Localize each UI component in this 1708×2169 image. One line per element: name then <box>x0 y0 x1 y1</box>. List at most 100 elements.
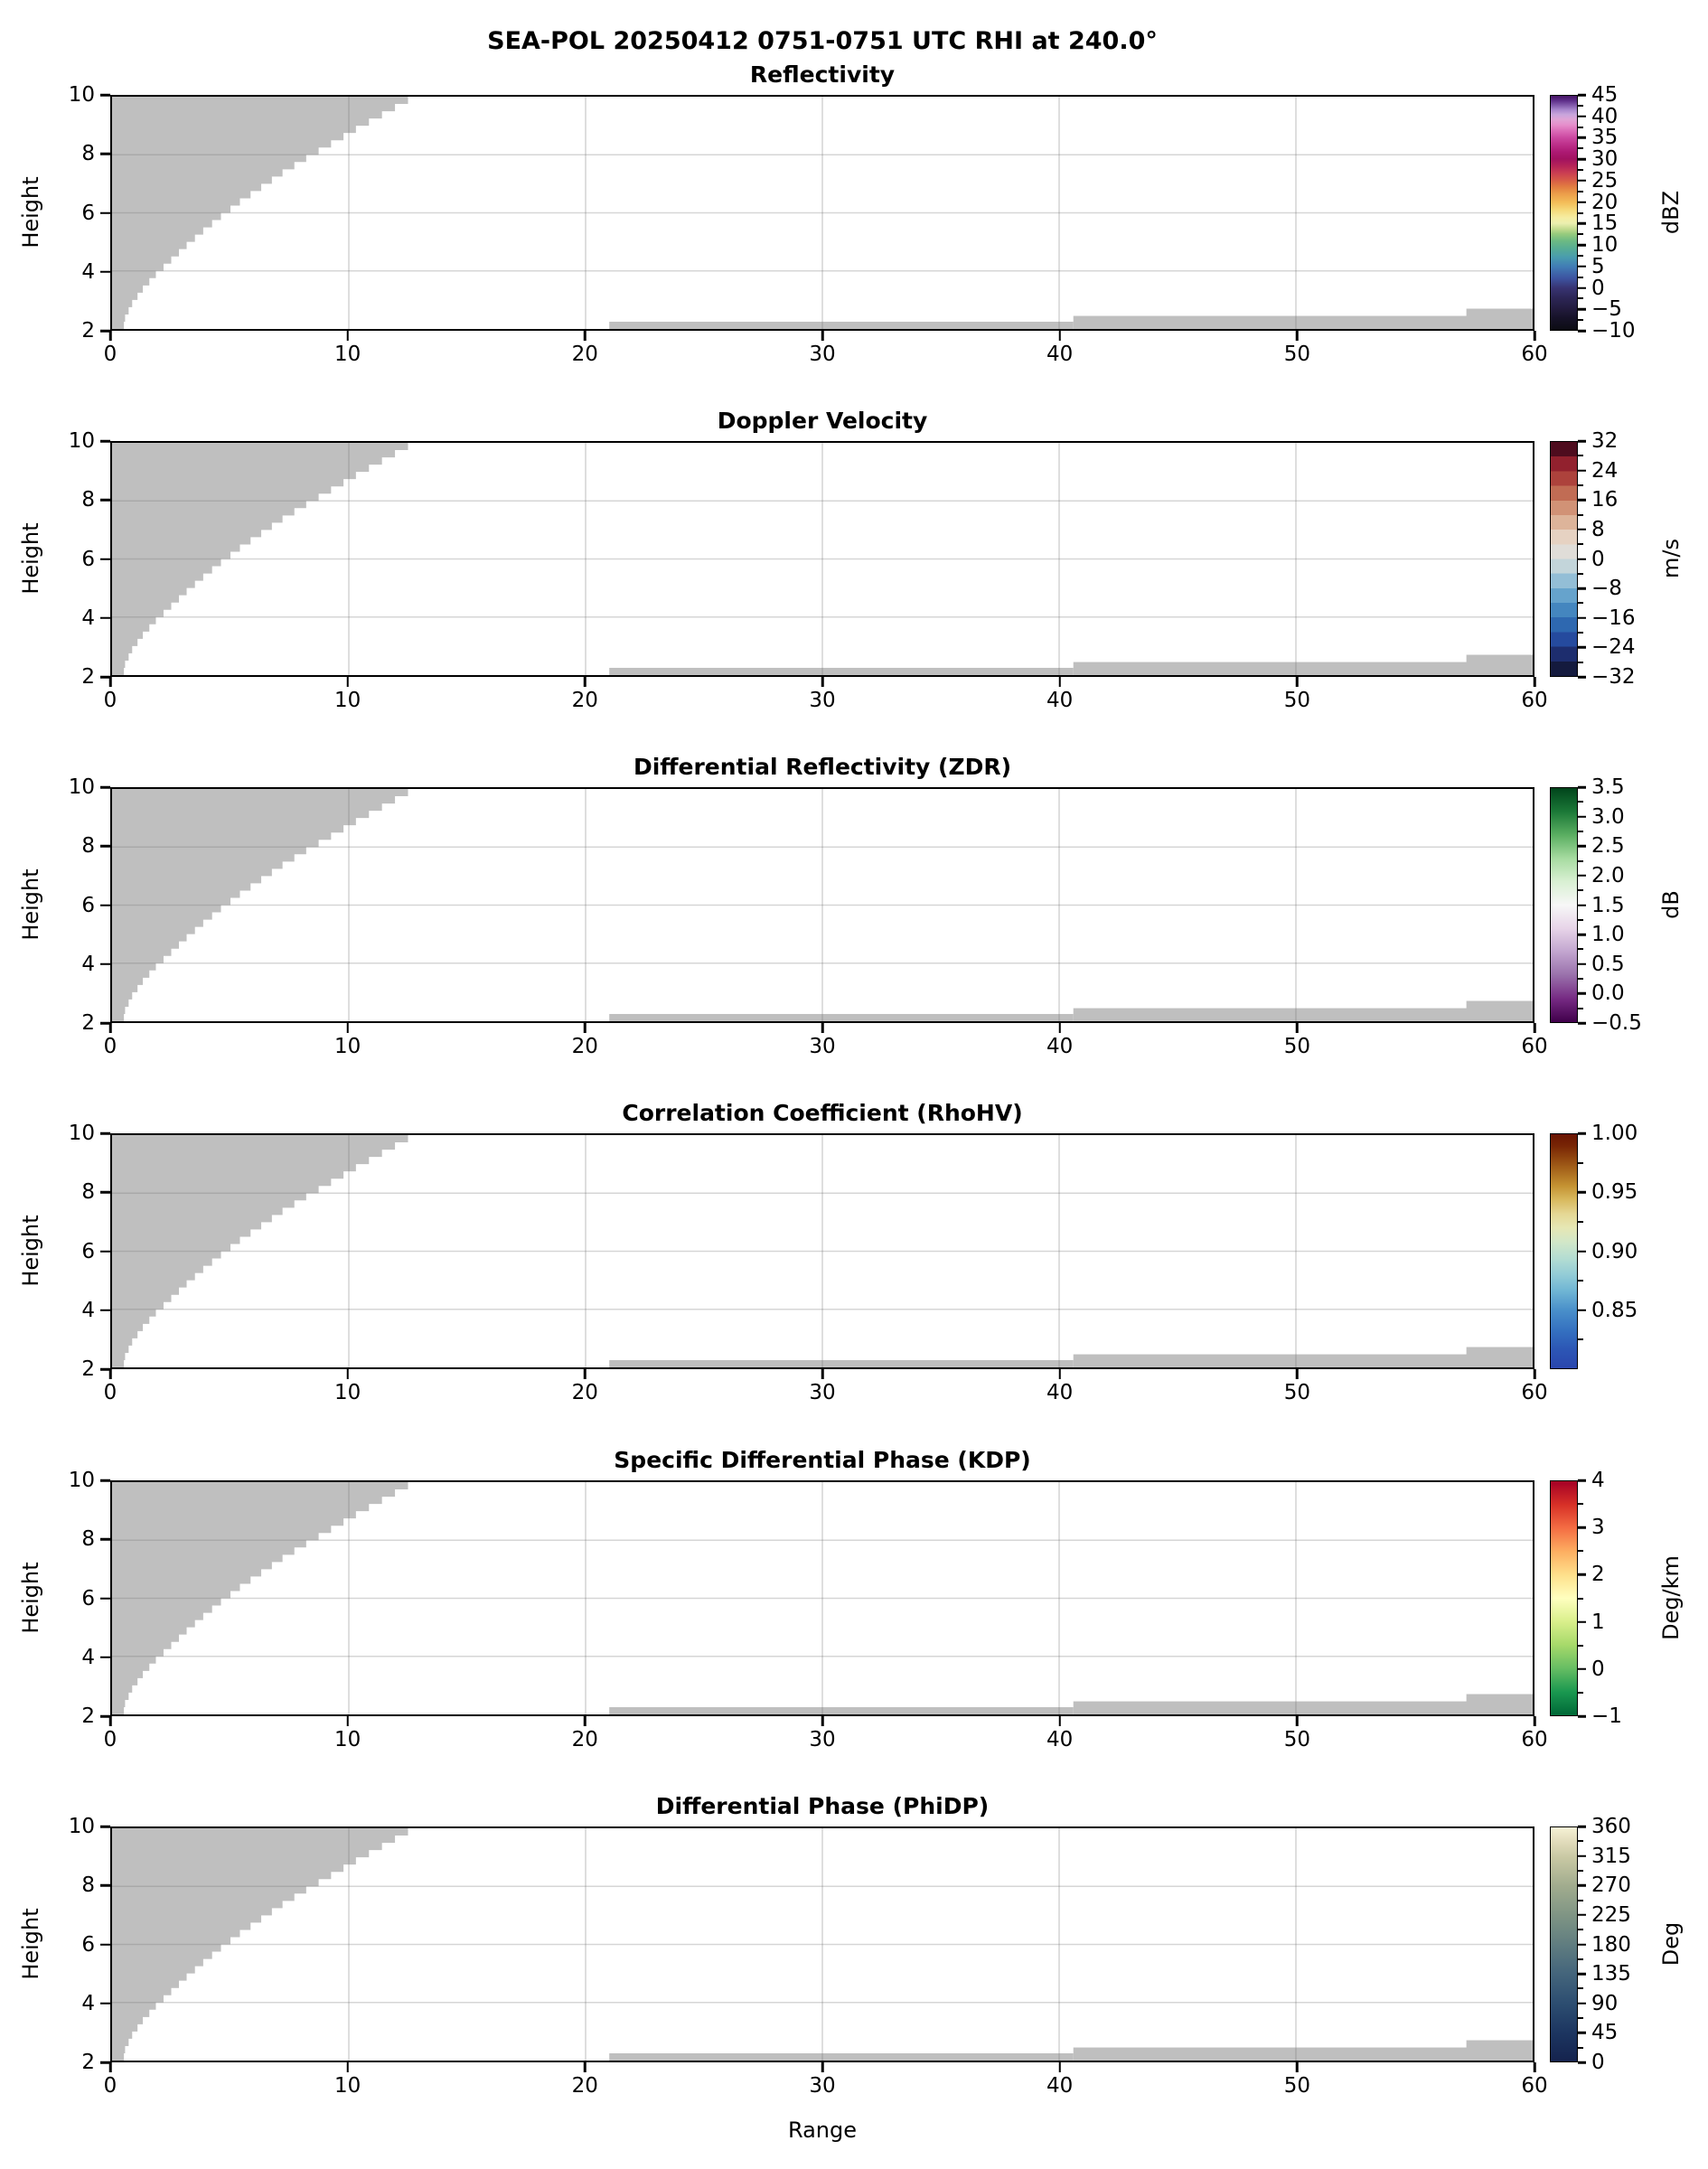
y-tick-label: 2 <box>81 2051 95 2074</box>
colorbar-unit-label: Deg <box>1658 1921 1684 1967</box>
colorbar-minor-tick-mark <box>1578 1644 1583 1647</box>
y-tick-label: 6 <box>81 547 95 571</box>
colorbar-minor-tick-mark <box>1578 1338 1583 1341</box>
y-tick-mark <box>100 1825 110 1828</box>
panel-differential-reflectivity: Differential Reflectivity (ZDR) Height 1… <box>0 754 1708 1058</box>
y-tick-mark <box>100 1884 110 1887</box>
x-tick-mark <box>1533 1716 1536 1726</box>
colorbar-tick-label: 360 <box>1591 1815 1631 1838</box>
x-tick-mark <box>1533 1023 1536 1033</box>
colorbar-tick-label: 1.00 <box>1591 1122 1638 1145</box>
y-tick-mark <box>100 1943 110 1946</box>
y-tick-mark <box>100 558 110 560</box>
x-tick-label: 30 <box>809 2074 836 2098</box>
colorbar-minor-tick-mark <box>1578 190 1583 192</box>
x-tick-mark <box>346 1369 349 1379</box>
colorbar-tick-mark <box>1578 1825 1586 1828</box>
colorbar-minor-tick-mark <box>1578 2017 1583 2020</box>
x-tick-label: 20 <box>571 1728 598 1751</box>
colorbar-minor-tick-mark <box>1578 1691 1583 1694</box>
colorbar-gradient <box>1551 1134 1577 1368</box>
colorbar-minor-tick-mark <box>1578 484 1583 486</box>
x-tick-mark <box>108 2062 112 2072</box>
y-tick-mark <box>100 1714 110 1718</box>
colorbar-minor-tick-mark <box>1578 859 1583 862</box>
colorbar-minor-tick-mark <box>1578 602 1583 605</box>
y-tick-mark <box>100 1131 110 1135</box>
colorbar-gradient <box>1551 96 1577 330</box>
x-tick-mark <box>1296 2062 1299 2072</box>
panel-title: Correlation Coefficient (RhoHV) <box>622 1100 1023 1126</box>
colorbar-tick-label: 35 <box>1591 126 1619 150</box>
colorbar-tick-label: 0 <box>1591 2051 1605 2074</box>
y-tick-label: 2 <box>81 1357 95 1381</box>
y-tick-label: 10 <box>68 1122 95 1145</box>
colorbar-minor-tick-mark <box>1578 297 1583 300</box>
colorbar-tick-label: −16 <box>1591 606 1636 630</box>
x-tick-label: 0 <box>103 343 117 366</box>
x-tick-mark <box>821 1023 824 1033</box>
colorbar-tick-label: 0 <box>1591 1657 1605 1681</box>
y-tick-label: 4 <box>81 259 95 284</box>
colorbar-minor-tick-mark <box>1578 126 1583 128</box>
y-tick-mark <box>100 499 110 502</box>
colorbar-minor-tick-mark <box>1578 211 1583 214</box>
y-tick-mark <box>100 845 110 848</box>
colorbar-tick-mark <box>1578 2061 1586 2064</box>
x-tick-label: 40 <box>1046 689 1074 712</box>
y-tick-mark <box>100 439 110 443</box>
x-tick-mark <box>1296 1716 1299 1726</box>
colorbar <box>1550 441 1578 677</box>
colorbar-tick-mark <box>1578 1714 1586 1718</box>
y-tick-mark <box>100 616 110 619</box>
colorbar-minor-tick-mark <box>1578 254 1583 257</box>
colorbar-minor-tick-mark <box>1578 1550 1583 1553</box>
colorbar-tick-mark <box>1578 439 1586 443</box>
colorbar-tick-label: 20 <box>1591 190 1619 214</box>
y-tick-label: 8 <box>81 488 95 512</box>
colorbar-ticks: 32 24 16 8 0 −8 −16 −24 −32 <box>1578 429 1704 689</box>
y-tick-label: 8 <box>81 1180 95 1205</box>
x-tick-label: 10 <box>334 1381 361 1404</box>
colorbar-tick-mark <box>1578 874 1586 878</box>
x-tick-mark <box>584 1716 587 1726</box>
colorbar-ticks: 360 315 270 225 180 135 90 45 0 <box>1578 1815 1704 2074</box>
colorbar-tick-label: 0.90 <box>1591 1239 1638 1263</box>
colorbar-tick-label: 1 <box>1591 1610 1605 1634</box>
x-tick-mark <box>1058 1716 1061 1726</box>
colorbar-tick-mark <box>1578 1479 1586 1482</box>
y-tick-label: 2 <box>81 1011 95 1035</box>
colorbar-tick-label: 1.0 <box>1591 923 1625 947</box>
x-tick-label: 50 <box>1283 1728 1310 1751</box>
colorbar-tick-label: 0 <box>1591 276 1605 300</box>
colorbar-tick-label: 270 <box>1591 1873 1631 1898</box>
y-tick-label: 2 <box>81 319 95 343</box>
colorbar-ticks: 1.00 0.95 0.90 0.85 <box>1578 1122 1704 1369</box>
colorbar-minor-tick-mark <box>1578 233 1583 236</box>
colorbar-minor-tick-mark <box>1578 1869 1583 1872</box>
colorbar-tick-label: 1.5 <box>1591 893 1625 917</box>
colorbar-tick-mark <box>1578 933 1586 936</box>
x-tick-label: 60 <box>1521 689 1548 712</box>
colorbar-minor-tick-mark <box>1578 276 1583 278</box>
colorbar-tick-label: 8 <box>1591 517 1605 541</box>
colorbar-tick-label: 2.5 <box>1591 834 1625 859</box>
y-tick-label: 4 <box>81 1991 95 2015</box>
x-tick-label: 50 <box>1283 1035 1310 1058</box>
x-axis: 0 10 20 30 40 50 60 <box>104 1369 1548 1413</box>
x-tick-label: 30 <box>809 1035 836 1058</box>
x-tick-mark <box>1533 677 1536 687</box>
colorbar-tick-label: 0 <box>1591 547 1605 571</box>
colorbar-tick-label: 225 <box>1591 1902 1631 1927</box>
x-tick-label: 40 <box>1046 1728 1074 1751</box>
x-tick-label: 60 <box>1521 343 1548 366</box>
x-tick-label: 10 <box>334 1728 361 1751</box>
masked-data-region <box>112 789 1533 1021</box>
colorbar-tick-label: 3.0 <box>1591 804 1625 829</box>
plot-area <box>110 1133 1534 1369</box>
colorbar-tick-label: −24 <box>1591 635 1636 660</box>
colorbar-tick-mark <box>1578 1972 1586 1976</box>
colorbar <box>1550 787 1578 1023</box>
plot-area <box>110 787 1534 1023</box>
